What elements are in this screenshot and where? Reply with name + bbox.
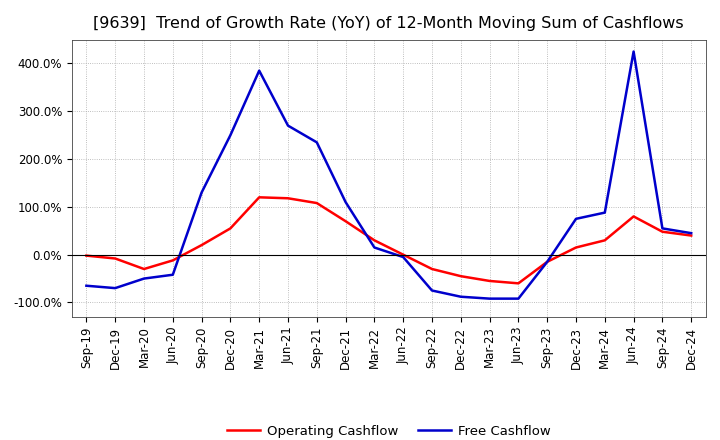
- Free Cashflow: [456, 294, 465, 299]
- Operating Cashflow: [572, 245, 580, 250]
- Operating Cashflow: [428, 266, 436, 271]
- Operating Cashflow: [111, 256, 120, 261]
- Legend: Operating Cashflow, Free Cashflow: Operating Cashflow, Free Cashflow: [222, 420, 556, 440]
- Operating Cashflow: [140, 266, 148, 271]
- Operating Cashflow: [341, 219, 350, 224]
- Free Cashflow: [399, 254, 408, 260]
- Line: Operating Cashflow: Operating Cashflow: [86, 197, 691, 283]
- Operating Cashflow: [658, 229, 667, 235]
- Free Cashflow: [312, 140, 321, 145]
- Free Cashflow: [629, 49, 638, 54]
- Operating Cashflow: [629, 214, 638, 219]
- Operating Cashflow: [284, 196, 292, 201]
- Operating Cashflow: [370, 238, 379, 243]
- Title: [9639]  Trend of Growth Rate (YoY) of 12-Month Moving Sum of Cashflows: [9639] Trend of Growth Rate (YoY) of 12-…: [94, 16, 684, 32]
- Operating Cashflow: [312, 200, 321, 205]
- Free Cashflow: [111, 286, 120, 291]
- Free Cashflow: [140, 276, 148, 281]
- Free Cashflow: [485, 296, 494, 301]
- Free Cashflow: [226, 132, 235, 138]
- Free Cashflow: [658, 226, 667, 231]
- Line: Free Cashflow: Free Cashflow: [86, 51, 691, 299]
- Operating Cashflow: [226, 226, 235, 231]
- Free Cashflow: [572, 216, 580, 221]
- Operating Cashflow: [399, 252, 408, 257]
- Free Cashflow: [82, 283, 91, 288]
- Operating Cashflow: [485, 279, 494, 284]
- Operating Cashflow: [255, 194, 264, 200]
- Free Cashflow: [255, 68, 264, 73]
- Free Cashflow: [514, 296, 523, 301]
- Free Cashflow: [600, 210, 609, 215]
- Free Cashflow: [687, 231, 696, 236]
- Operating Cashflow: [687, 233, 696, 238]
- Free Cashflow: [428, 288, 436, 293]
- Operating Cashflow: [514, 281, 523, 286]
- Operating Cashflow: [600, 238, 609, 243]
- Free Cashflow: [543, 259, 552, 264]
- Operating Cashflow: [168, 258, 177, 263]
- Free Cashflow: [284, 123, 292, 128]
- Operating Cashflow: [456, 274, 465, 279]
- Free Cashflow: [370, 245, 379, 250]
- Operating Cashflow: [82, 253, 91, 258]
- Free Cashflow: [341, 199, 350, 205]
- Free Cashflow: [197, 190, 206, 195]
- Free Cashflow: [168, 272, 177, 277]
- Operating Cashflow: [197, 242, 206, 248]
- Operating Cashflow: [543, 259, 552, 264]
